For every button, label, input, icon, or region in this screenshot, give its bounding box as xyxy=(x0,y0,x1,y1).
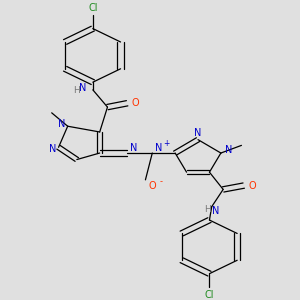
Text: Cl: Cl xyxy=(205,290,214,300)
Text: N: N xyxy=(225,145,232,155)
Text: N: N xyxy=(194,128,202,138)
Text: H: H xyxy=(73,86,80,95)
Text: Cl: Cl xyxy=(88,2,98,13)
Text: N: N xyxy=(49,144,56,154)
Text: N: N xyxy=(212,206,219,216)
Text: O: O xyxy=(148,181,156,190)
Text: O: O xyxy=(248,181,256,190)
Text: H: H xyxy=(204,205,211,214)
Text: O: O xyxy=(132,98,139,108)
Text: N: N xyxy=(79,83,86,93)
Text: +: + xyxy=(163,139,169,148)
Text: -: - xyxy=(160,177,163,186)
Text: N: N xyxy=(58,119,65,129)
Text: N: N xyxy=(155,143,163,153)
Text: N: N xyxy=(130,143,138,153)
